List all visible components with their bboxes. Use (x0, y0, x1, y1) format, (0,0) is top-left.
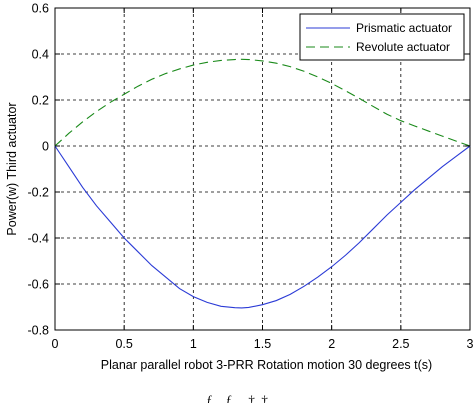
y-tick-label: 0 (42, 140, 49, 154)
y-tick-label: -0.2 (27, 186, 49, 200)
plot-frame (54, 7, 471, 331)
y-tick-label: 0.2 (32, 94, 49, 108)
y-axis-label: Power(w) Third actuator (5, 102, 19, 235)
x-tick-label: 3 (467, 337, 474, 351)
y-tick-label: -0.4 (27, 232, 49, 246)
y-tick-label: -0.6 (27, 278, 49, 292)
tick-labels: 0 0.5 1 1.5 2 2.5 3 -0.8 -0.6 -0.4 -0.2 0 0.2 0.4 0.6 (27, 2, 473, 352)
y-tick-label: 0.6 (32, 2, 49, 16)
x-axis-label: Planar parallel robot 3-PRR Rotation mot… (101, 358, 432, 372)
legend: Prismatic actuator Revolute actuator (299, 13, 465, 61)
series-layer (54, 58, 471, 309)
figure-caption-fragment: ƒ ƒ † † (206, 392, 268, 403)
x-tick-label: 0.5 (115, 337, 132, 351)
series-line-revolute (54, 58, 471, 147)
y-tick-label: 0.4 (32, 48, 49, 62)
x-tick-label: 1 (190, 337, 197, 351)
legend-label-revolute: Revolute actuator (356, 40, 450, 54)
plot-area: 0 0.5 1 1.5 2 2.5 3 -0.8 -0.6 -0.4 -0.2 0 0.2 0.4 0.6 (27, 2, 473, 352)
x-tick-label: 2 (328, 337, 335, 351)
tick-marks (54, 7, 471, 331)
legend-box (299, 13, 465, 61)
series-line-prismatic (54, 145, 471, 309)
x-tick-label: 1.5 (254, 337, 271, 351)
x-tick-label: 2.5 (392, 337, 409, 351)
y-tick-label: -0.8 (27, 324, 49, 338)
x-tick-label: 0 (52, 337, 59, 351)
legend-label-prismatic: Prismatic actuator (356, 21, 452, 35)
